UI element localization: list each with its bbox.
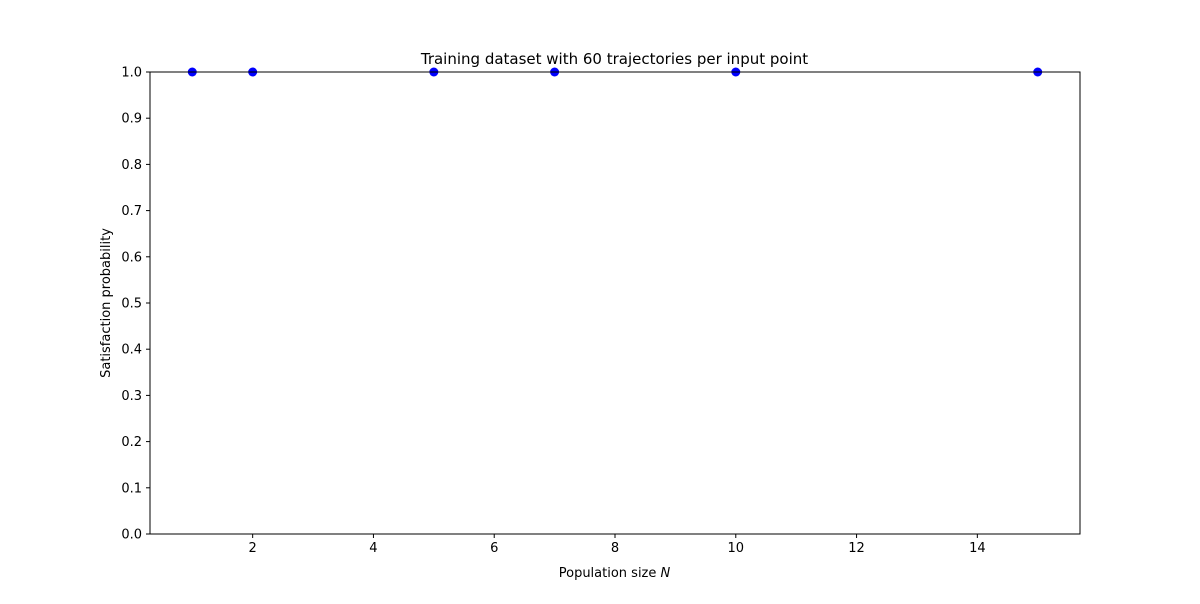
y-tick-label: 0.9 — [121, 112, 142, 127]
x-tick-label: 2 — [249, 541, 257, 556]
y-tick-label: 0.2 — [121, 435, 142, 450]
y-tick-label: 0.6 — [121, 250, 142, 265]
y-tick-label: 0.8 — [121, 158, 142, 173]
y-axis-label: Satisfaction probability — [99, 228, 114, 378]
x-tick-label: 10 — [728, 541, 745, 556]
ticks-layer: 2 4 6 8 10 12 14 0.0 0.1 0.2 0.3 0.4 0.5 0.6 0.7 0.8 0.9… — [121, 66, 985, 557]
y-tick-label: 0.4 — [121, 343, 142, 358]
x-tick-label: 4 — [369, 541, 377, 556]
chart-title: Training dataset with 60 trajectories pe… — [420, 50, 808, 68]
y-tick-label: 1.0 — [121, 66, 142, 81]
x-tick-label: 12 — [848, 541, 865, 556]
x-tick-label: 8 — [611, 541, 619, 556]
y-tick-label: 0.3 — [121, 389, 142, 404]
y-tick-label: 0.5 — [121, 297, 142, 312]
x-tick-label: 6 — [490, 541, 498, 556]
x-axis-label: Population size N — [559, 566, 671, 581]
y-tick-label: 0.0 — [121, 528, 142, 543]
y-tick-label: 0.1 — [121, 481, 142, 496]
x-axis-label-variable: N — [661, 566, 671, 581]
x-axis-label-text: Population size — [559, 566, 657, 581]
y-tick-label: 0.7 — [121, 204, 142, 219]
plot-area-frame — [149, 71, 1081, 535]
x-tick-label: 14 — [969, 541, 986, 556]
